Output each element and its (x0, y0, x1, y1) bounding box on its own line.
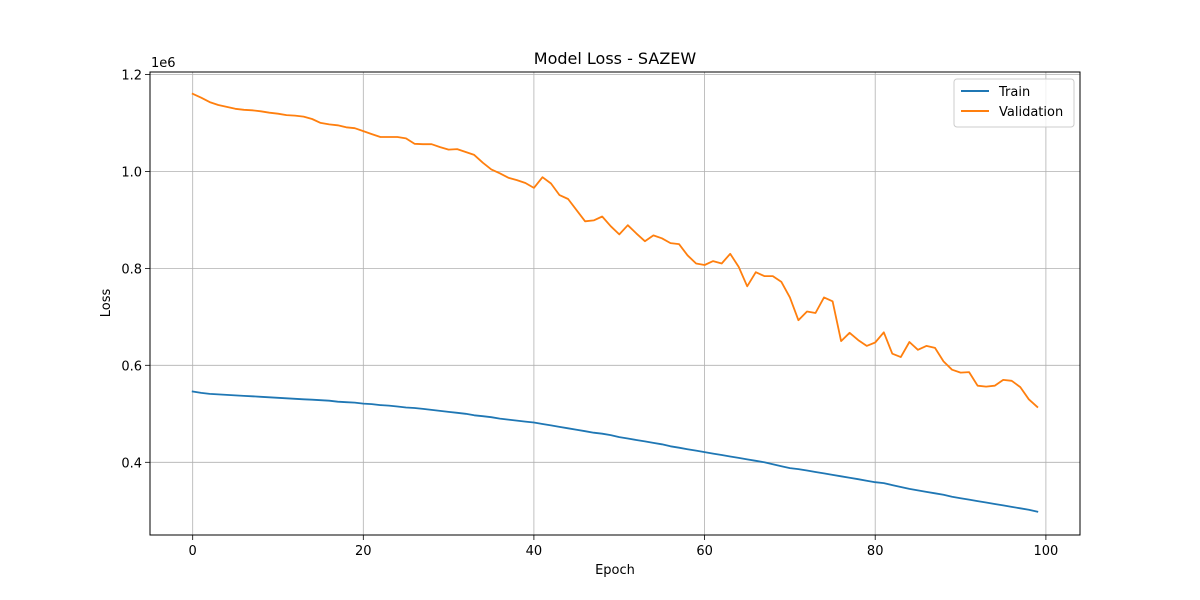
y-tick-label: 0.8 (121, 262, 142, 277)
y-axis-label: Loss (99, 289, 114, 318)
x-axis: 0 20 40 60 80 100 (189, 535, 1058, 559)
series-line-train (191, 390, 1039, 513)
y-tick-label: 1.0 (121, 165, 142, 180)
x-axis-label: Epoch (595, 563, 635, 578)
x-tick-label: 100 (1033, 544, 1058, 559)
y-tick-label: 0.6 (121, 359, 142, 374)
legend-label-validation: Validation (999, 105, 1063, 120)
x-tick-label: 60 (696, 544, 713, 559)
y-tick-label: 1.2 (121, 68, 142, 83)
y-scale-label: 1e6 (151, 56, 176, 71)
legend-label-train: Train (998, 85, 1030, 100)
plot-frame (149, 71, 1081, 536)
x-tick-label: 80 (867, 544, 884, 559)
y-tick-label: 0.4 (121, 456, 142, 471)
grid (150, 72, 1080, 535)
series-layer (191, 92, 1039, 513)
legend: Train Validation (953, 78, 1075, 128)
x-tick-label: 40 (526, 544, 543, 559)
x-tick-label: 0 (189, 544, 197, 559)
chart-title: Model Loss - SAZEW (534, 49, 697, 68)
series-line-validation (191, 92, 1039, 409)
x-tick-label: 20 (355, 544, 372, 559)
y-axis: 0.4 0.6 0.8 1.0 1.2 (121, 68, 150, 471)
